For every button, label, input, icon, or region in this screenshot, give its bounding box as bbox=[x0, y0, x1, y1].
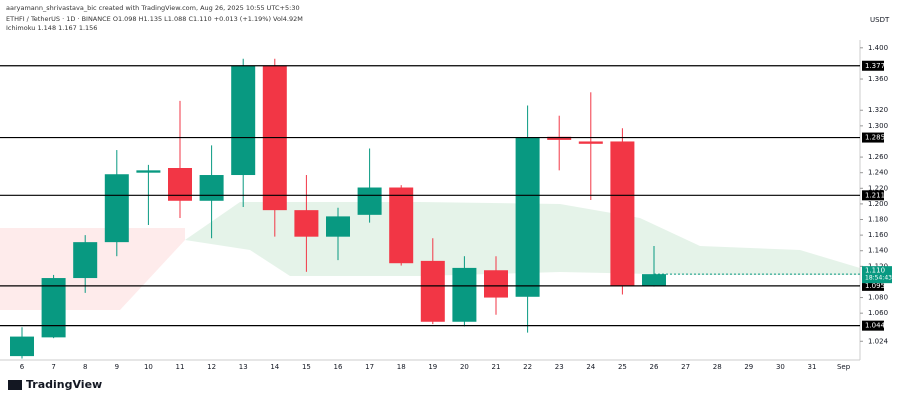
y-tick-label: 1.400 bbox=[868, 44, 888, 52]
candle-body bbox=[515, 137, 540, 297]
candle-body bbox=[136, 170, 161, 173]
candle-body bbox=[294, 210, 319, 237]
credit: aaryamann_shrivastava_bic created with T… bbox=[6, 4, 300, 12]
level-label: 1.044 bbox=[865, 322, 886, 330]
y-tick-label: 1.060 bbox=[868, 309, 888, 317]
level-tag bbox=[862, 280, 884, 291]
y-tick-label: 1.240 bbox=[868, 169, 888, 177]
logo: TradingView bbox=[8, 378, 102, 391]
candle-body bbox=[578, 141, 603, 144]
logo-text: TradingView bbox=[26, 378, 102, 391]
y-tick-label: 1.180 bbox=[868, 216, 888, 224]
level-label: 1.211 bbox=[865, 191, 885, 199]
candle-body bbox=[452, 267, 477, 322]
last-price-label: 1.110 bbox=[865, 267, 885, 275]
x-tick-label: 22 bbox=[523, 363, 532, 371]
y-tick-label: 1.200 bbox=[868, 200, 888, 208]
level-tag bbox=[862, 132, 884, 143]
x-tick-label: 13 bbox=[239, 363, 248, 371]
candle-body bbox=[231, 65, 256, 176]
x-tick-label: 10 bbox=[144, 363, 153, 371]
level-tag bbox=[862, 190, 884, 201]
x-tick-label: 21 bbox=[492, 363, 501, 371]
y-tick-label: 1.320 bbox=[868, 106, 888, 114]
candle-body bbox=[389, 187, 414, 264]
x-tick-label: 29 bbox=[744, 363, 753, 371]
x-tick-label: 15 bbox=[302, 363, 311, 371]
level-label: 1.095 bbox=[865, 282, 885, 290]
x-tick-label: 11 bbox=[176, 363, 185, 371]
x-tick-label: 7 bbox=[51, 363, 55, 371]
candle-body bbox=[199, 175, 224, 201]
y-tick-label: 1.260 bbox=[868, 153, 888, 161]
candle-body bbox=[73, 242, 98, 279]
y-tick-label: 1.140 bbox=[868, 247, 888, 255]
candle-body bbox=[326, 216, 350, 237]
x-tick-label: 28 bbox=[713, 363, 722, 371]
level-label: 1.285 bbox=[865, 134, 885, 142]
x-tick-label: 14 bbox=[270, 363, 279, 371]
currency: USDT bbox=[870, 16, 890, 24]
y-tick-label: 1.360 bbox=[868, 75, 888, 83]
x-tick-label: 9 bbox=[115, 363, 119, 371]
y-tick-label: 1.024 bbox=[868, 337, 889, 345]
x-tick-label: 16 bbox=[334, 363, 343, 371]
symbol-info: ETHFI / TetherUS · 1D · BINANCE O1.098 H… bbox=[6, 15, 303, 23]
candle-body bbox=[642, 274, 666, 286]
last-price-tag bbox=[862, 266, 892, 284]
countdown: 18:54:43 bbox=[865, 275, 892, 282]
y-tick-label: 1.300 bbox=[868, 122, 888, 130]
x-tick-label: 18 bbox=[397, 363, 406, 371]
x-tick-label: 24 bbox=[586, 363, 595, 371]
logo-mark bbox=[8, 380, 22, 390]
x-tick-label: 30 bbox=[776, 363, 785, 371]
x-tick-label: 6 bbox=[20, 363, 25, 371]
x-tick-label: 25 bbox=[618, 363, 627, 371]
candle-body bbox=[420, 260, 445, 322]
x-tick-label: 19 bbox=[428, 363, 437, 371]
level-tag bbox=[862, 320, 884, 331]
x-tick-label: 23 bbox=[555, 363, 564, 371]
x-tick-label: 20 bbox=[460, 363, 469, 371]
x-tick-label: 27 bbox=[681, 363, 690, 371]
level-label: 1.377 bbox=[865, 62, 885, 70]
candle-body bbox=[104, 174, 129, 243]
level-tag bbox=[862, 60, 884, 71]
candle-body bbox=[10, 336, 34, 357]
x-tick-label: Sep bbox=[837, 363, 851, 371]
x-tick-label: 17 bbox=[365, 363, 374, 371]
y-tick-label: 1.080 bbox=[868, 294, 888, 302]
candle-body bbox=[610, 141, 635, 286]
y-tick-label: 1.220 bbox=[868, 184, 888, 192]
candle-body bbox=[547, 136, 572, 140]
indicator: Ichimoku 1.148 1.167 1.156 bbox=[6, 24, 97, 32]
y-tick-label: 1.160 bbox=[868, 231, 888, 239]
candle-body bbox=[484, 270, 508, 298]
x-tick-label: 8 bbox=[83, 363, 87, 371]
x-tick-label: 12 bbox=[207, 363, 216, 371]
x-tick-label: 31 bbox=[808, 363, 817, 371]
candle-body bbox=[41, 278, 66, 338]
candle-body bbox=[357, 187, 382, 215]
x-tick-label: 26 bbox=[650, 363, 659, 371]
